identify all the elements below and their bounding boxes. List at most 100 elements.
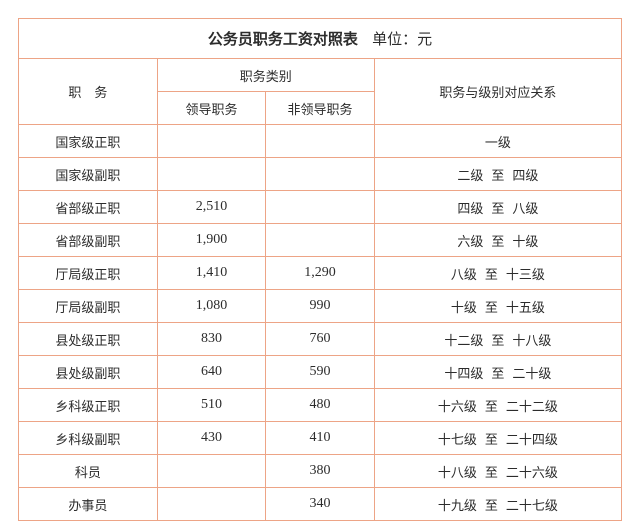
cell-nonleader (266, 191, 375, 224)
cell-relation: 十级至十五级 (374, 290, 621, 323)
cell-nonleader: 760 (266, 323, 375, 356)
header-nonleader: 非领导职务 (266, 92, 375, 125)
cell-leader: 1,080 (157, 290, 266, 323)
cell-leader: 1,900 (157, 224, 266, 257)
relation-sep: 至 (491, 168, 504, 183)
relation-sep: 至 (485, 300, 498, 315)
relation-from: 四级 (457, 201, 483, 216)
relation-from: 十七级 (438, 432, 477, 447)
table-row: 国家级正职 一级 (19, 125, 622, 158)
relation-from: 八级 (451, 267, 477, 282)
header-relation: 职务与级别对应关系 (374, 59, 621, 125)
cell-position: 厅局级正职 (19, 257, 158, 290)
cell-relation: 六级至十级 (374, 224, 621, 257)
relation-sep: 至 (491, 201, 504, 216)
relation-sep: 至 (485, 267, 498, 282)
header-leader: 领导职务 (157, 92, 266, 125)
cell-nonleader (266, 224, 375, 257)
cell-position: 省部级正职 (19, 191, 158, 224)
cell-nonleader (266, 158, 375, 191)
relation-to: 二十六级 (506, 465, 558, 480)
cell-position: 国家级正职 (19, 125, 158, 158)
cell-leader: 510 (157, 389, 266, 422)
cell-nonleader: 480 (266, 389, 375, 422)
title-unit: 单位：元 (372, 31, 432, 48)
table-row: 办事员 340十九级至二十七级 (19, 488, 622, 521)
cell-relation: 十四级至二十级 (374, 356, 621, 389)
table-row: 省部级副职1,900 六级至十级 (19, 224, 622, 257)
cell-position: 县处级正职 (19, 323, 158, 356)
title-row: 公务员职务工资对照表 单位：元 (19, 19, 622, 59)
cell-position: 县处级副职 (19, 356, 158, 389)
cell-leader (157, 488, 266, 521)
cell-position: 国家级副职 (19, 158, 158, 191)
table-row: 厅局级正职1,4101,290八级至十三级 (19, 257, 622, 290)
cell-nonleader: 990 (266, 290, 375, 323)
cell-position: 省部级副职 (19, 224, 158, 257)
relation-to: 十八级 (512, 333, 551, 348)
relation-to: 二十级 (512, 366, 551, 381)
relation-from: 十八级 (438, 465, 477, 480)
relation-sep: 至 (485, 399, 498, 414)
table-title: 公务员职务工资对照表 单位：元 (19, 19, 622, 59)
cell-relation: 十九级至二十七级 (374, 488, 621, 521)
relation-to: 十三级 (506, 267, 545, 282)
relation-from: 十四级 (444, 366, 483, 381)
cell-relation: 十八级至二十六级 (374, 455, 621, 488)
cell-position: 乡科级副职 (19, 422, 158, 455)
table-row: 国家级副职 二级至四级 (19, 158, 622, 191)
relation-sep: 至 (485, 498, 498, 513)
cell-leader (157, 125, 266, 158)
relation-from: 十九级 (438, 498, 477, 513)
header-row-1: 职 务 职务类别 职务与级别对应关系 (19, 59, 622, 92)
cell-nonleader: 340 (266, 488, 375, 521)
header-category: 职务类别 (157, 59, 374, 92)
cell-relation: 十七级至二十四级 (374, 422, 621, 455)
table-row: 科员380十八级至二十六级 (19, 455, 622, 488)
header-position: 职 务 (19, 59, 158, 125)
cell-relation: 八级至十三级 (374, 257, 621, 290)
table-row: 乡科级正职510480十六级至二十二级 (19, 389, 622, 422)
cell-leader: 430 (157, 422, 266, 455)
cell-relation: 十六级至二十二级 (374, 389, 621, 422)
relation-to: 四级 (512, 168, 538, 183)
cell-position: 厅局级副职 (19, 290, 158, 323)
relation-sep: 至 (491, 333, 504, 348)
title-text: 公务员职务工资对照表 (208, 31, 358, 48)
cell-leader: 2,510 (157, 191, 266, 224)
table-row: 县处级正职830760十二级至十八级 (19, 323, 622, 356)
relation-from: 十六级 (438, 399, 477, 414)
relation-sep: 至 (491, 366, 504, 381)
cell-nonleader: 380 (266, 455, 375, 488)
table-row: 乡科级副职430410十七级至二十四级 (19, 422, 622, 455)
cell-relation: 一级 (374, 125, 621, 158)
cell-leader (157, 455, 266, 488)
cell-nonleader: 1,290 (266, 257, 375, 290)
table-row: 县处级副职640590十四级至二十级 (19, 356, 622, 389)
cell-leader (157, 158, 266, 191)
relation-from: 二级 (457, 168, 483, 183)
salary-table: 公务员职务工资对照表 单位：元 职 务 职务类别 职务与级别对应关系 领导职务 … (18, 18, 622, 521)
relation-to: 十级 (512, 234, 538, 249)
cell-relation: 二级至四级 (374, 158, 621, 191)
cell-relation: 四级至八级 (374, 191, 621, 224)
relation-sep: 至 (485, 432, 498, 447)
table-row: 厅局级副职1,080990十级至十五级 (19, 290, 622, 323)
relation-sep: 至 (485, 465, 498, 480)
relation-from: 六级 (457, 234, 483, 249)
relation-to: 八级 (512, 201, 538, 216)
relation-to: 二十二级 (506, 399, 558, 414)
cell-relation: 十二级至十八级 (374, 323, 621, 356)
relation-to: 二十四级 (506, 432, 558, 447)
relation-from: 十级 (451, 300, 477, 315)
cell-nonleader: 590 (266, 356, 375, 389)
cell-leader: 640 (157, 356, 266, 389)
cell-nonleader: 410 (266, 422, 375, 455)
cell-nonleader (266, 125, 375, 158)
relation-to: 十五级 (506, 300, 545, 315)
cell-leader: 1,410 (157, 257, 266, 290)
relation-from: 十二级 (444, 333, 483, 348)
cell-position: 科员 (19, 455, 158, 488)
relation-sep: 至 (491, 234, 504, 249)
cell-position: 办事员 (19, 488, 158, 521)
